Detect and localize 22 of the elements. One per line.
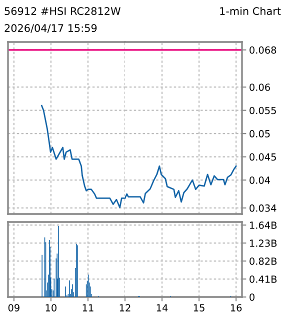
y-tick-label: 0.045 (250, 153, 276, 161)
x-tick-label: 10 (46, 304, 56, 312)
y-tick-label: 0.41B (250, 275, 277, 283)
y-tick-label: 0.05 (250, 130, 270, 138)
y-tick-label: 0.04 (250, 176, 270, 184)
text: 2026/04/17 15:59 (4, 24, 97, 33)
y-tick-label: 0.068 (250, 46, 276, 54)
text: 1-min Chart (220, 6, 281, 16)
x-tick-label: 15 (194, 304, 204, 312)
chart-title: 56912 #HSI RC2812W (4, 7, 120, 16)
y-tick-label: 0.82B (250, 258, 277, 265)
y-tick-label: 1.64B (250, 222, 277, 229)
y-tick-label: 0.034 (250, 204, 276, 212)
y-tick-label: 0.055 (250, 106, 276, 114)
x-tick-label: 11 (82, 304, 94, 312)
y-tick-label: 0.06 (250, 84, 270, 91)
y-tick-label: 1.23B (250, 240, 277, 247)
x-tick-label: 09 (8, 304, 20, 312)
y-tick-label: 0 (250, 293, 254, 301)
x-tick-label: 16 (230, 304, 242, 312)
x-tick-label: 12 (120, 304, 130, 312)
x-tick-label: 14 (156, 304, 168, 312)
